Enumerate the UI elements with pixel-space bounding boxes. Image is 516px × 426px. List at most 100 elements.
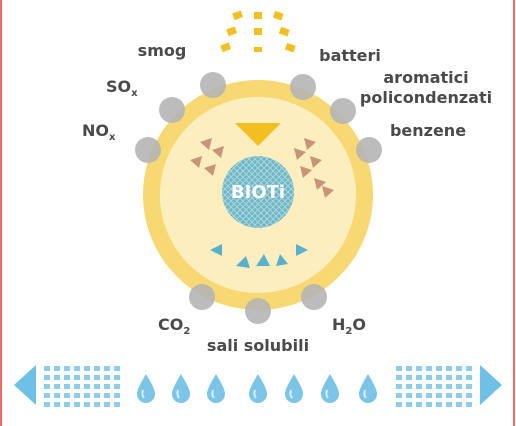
label-main: CO bbox=[158, 315, 183, 334]
dot bbox=[84, 375, 90, 380]
dot bbox=[54, 393, 60, 398]
label: H2O bbox=[332, 315, 366, 337]
dot bbox=[396, 366, 402, 371]
diagram: smog batteri SOx aromatici policondenzat… bbox=[0, 0, 516, 426]
label: policondenzati bbox=[360, 88, 492, 107]
dot bbox=[54, 375, 60, 380]
dot bbox=[84, 393, 90, 398]
dot bbox=[94, 402, 100, 407]
dot bbox=[114, 402, 120, 407]
label: NOx bbox=[82, 121, 116, 143]
dot bbox=[54, 366, 60, 371]
dot bbox=[64, 366, 70, 371]
dot bbox=[456, 393, 462, 398]
label: aromatici bbox=[383, 68, 468, 87]
dot bbox=[406, 384, 412, 389]
dot bbox=[44, 375, 50, 380]
dot bbox=[426, 393, 432, 398]
dot bbox=[416, 384, 422, 389]
dot bbox=[456, 384, 462, 389]
dot bbox=[114, 375, 120, 380]
arrow-right bbox=[480, 365, 502, 405]
dot bbox=[436, 366, 442, 371]
dot bbox=[416, 402, 422, 407]
label-main: H bbox=[332, 315, 345, 334]
dot bbox=[74, 402, 80, 407]
dot bbox=[74, 366, 80, 371]
dot bbox=[94, 393, 100, 398]
dot bbox=[396, 393, 402, 398]
dot bbox=[466, 393, 472, 398]
dot bbox=[446, 375, 452, 380]
dot bbox=[466, 402, 472, 407]
dot bbox=[406, 393, 412, 398]
dot bbox=[456, 375, 462, 380]
dot bbox=[114, 393, 120, 398]
dot bbox=[446, 402, 452, 407]
dot bbox=[104, 375, 110, 380]
dot bbox=[466, 384, 472, 389]
dot bbox=[94, 375, 100, 380]
dot bbox=[104, 384, 110, 389]
dot bbox=[74, 384, 80, 389]
dot bbox=[396, 402, 402, 407]
dot bbox=[446, 384, 452, 389]
dot bbox=[406, 375, 412, 380]
label: batteri bbox=[319, 46, 381, 65]
biot-label: BIOTi bbox=[231, 182, 285, 203]
dot bbox=[54, 384, 60, 389]
dot bbox=[456, 402, 462, 407]
arrow-left bbox=[14, 365, 36, 405]
dot bbox=[446, 393, 452, 398]
dot bbox=[104, 393, 110, 398]
dot bbox=[436, 402, 442, 407]
dot bbox=[44, 366, 50, 371]
label-main: SO bbox=[106, 77, 131, 96]
label: benzene bbox=[390, 121, 466, 140]
dot bbox=[84, 366, 90, 371]
dot bbox=[114, 384, 120, 389]
dot bbox=[396, 375, 402, 380]
dot bbox=[104, 366, 110, 371]
label: CO2 bbox=[158, 315, 190, 337]
dot bbox=[446, 366, 452, 371]
dot bbox=[466, 375, 472, 380]
dot bbox=[44, 402, 50, 407]
dot bbox=[406, 402, 412, 407]
dot bbox=[94, 366, 100, 371]
label-sub: x bbox=[109, 132, 116, 143]
dot bbox=[104, 402, 110, 407]
dot bbox=[416, 393, 422, 398]
dot bbox=[416, 375, 422, 380]
label-main: O bbox=[352, 315, 366, 334]
dot bbox=[64, 384, 70, 389]
label-main: NO bbox=[82, 121, 109, 140]
label: SOx bbox=[106, 77, 138, 99]
rays bbox=[220, 10, 296, 52]
dot bbox=[436, 384, 442, 389]
dot bbox=[44, 384, 50, 389]
dot bbox=[74, 393, 80, 398]
dot bbox=[84, 402, 90, 407]
dot bbox=[64, 402, 70, 407]
label: smog bbox=[138, 41, 187, 60]
dot bbox=[426, 366, 432, 371]
dot bbox=[84, 384, 90, 389]
dot bbox=[436, 375, 442, 380]
dot bbox=[426, 402, 432, 407]
label-sub: 2 bbox=[345, 326, 352, 337]
label-sub: 2 bbox=[183, 326, 190, 337]
dot bbox=[64, 375, 70, 380]
dot bbox=[44, 393, 50, 398]
dot bbox=[396, 384, 402, 389]
droplets bbox=[137, 374, 377, 403]
dot bbox=[426, 375, 432, 380]
label-sub: x bbox=[131, 88, 138, 99]
dot bbox=[64, 393, 70, 398]
dot bbox=[416, 366, 422, 371]
dot bbox=[456, 366, 462, 371]
dot bbox=[436, 393, 442, 398]
dot bbox=[114, 366, 120, 371]
dot bbox=[406, 366, 412, 371]
dot bbox=[426, 384, 432, 389]
